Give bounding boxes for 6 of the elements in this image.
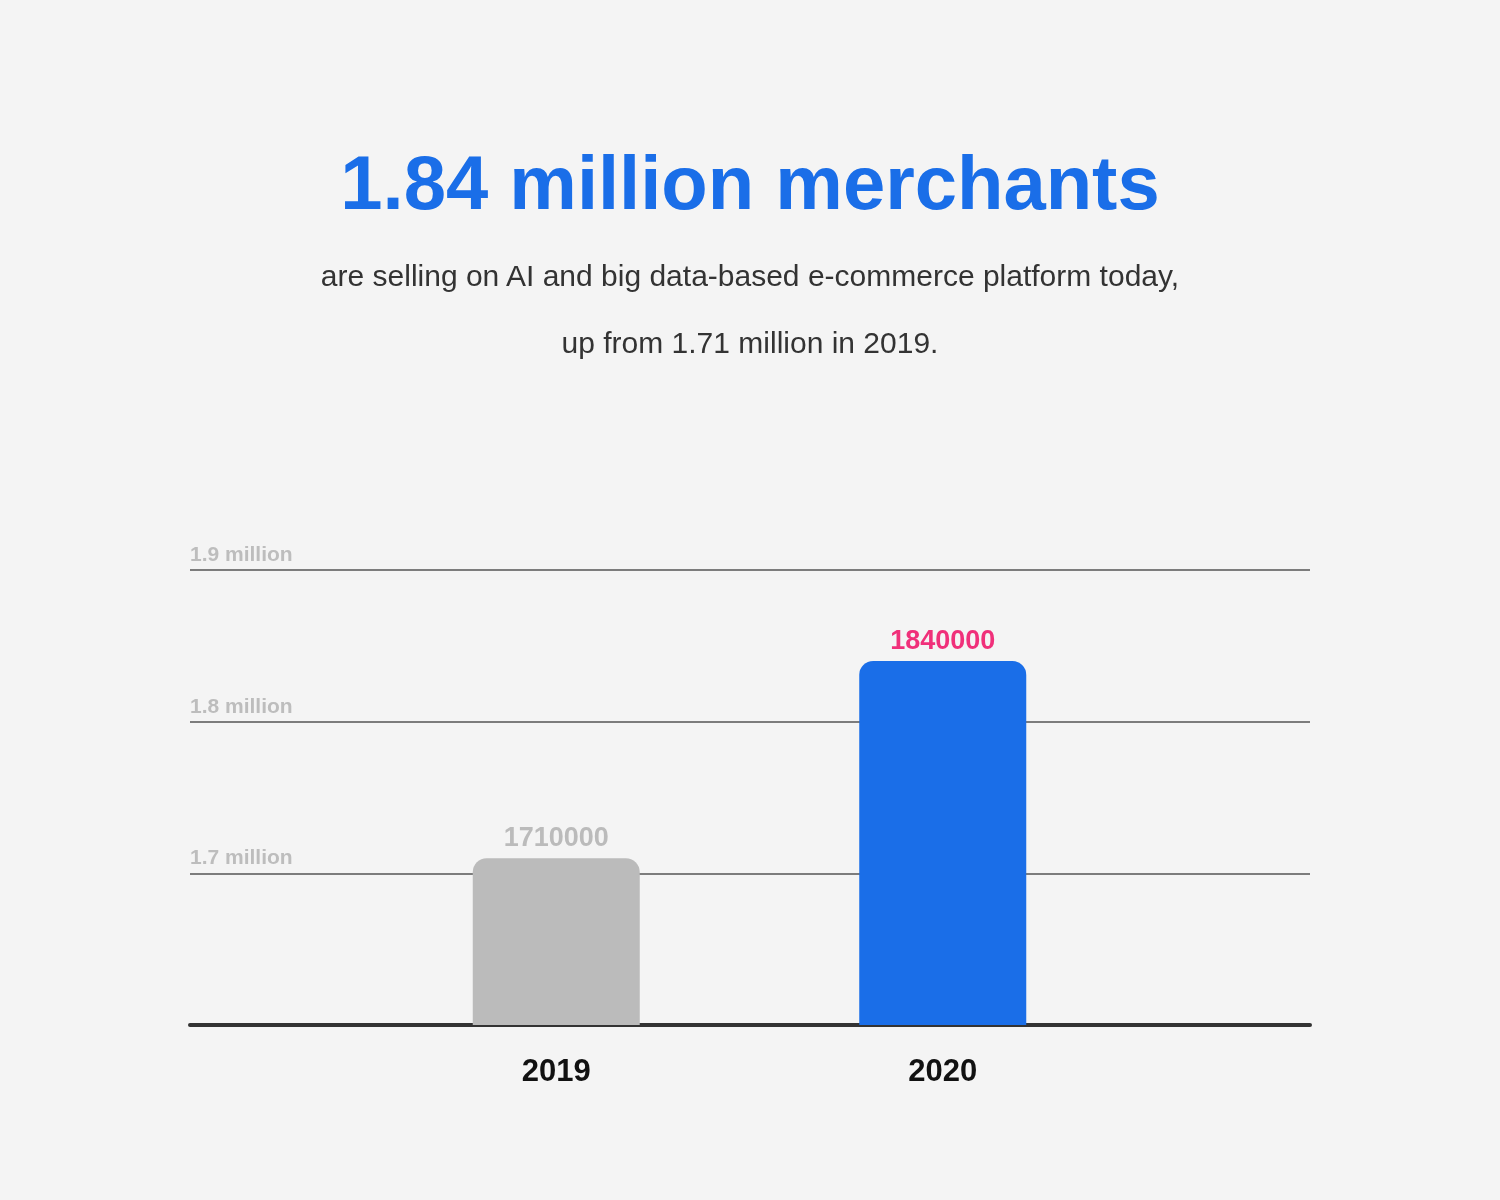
x-tick-label: 2020	[908, 1053, 978, 1088]
chart-subtitle: are selling on AI and big data-based e-commerce platform today, up from 1.71 million in 2019.	[319, 258, 1181, 361]
x-tick-label: 2019	[521, 1053, 591, 1088]
data-label: 1840000	[890, 624, 996, 655]
chart-title: 1.84 million merchants	[339, 139, 1161, 227]
data-label: 1710000	[503, 821, 609, 852]
